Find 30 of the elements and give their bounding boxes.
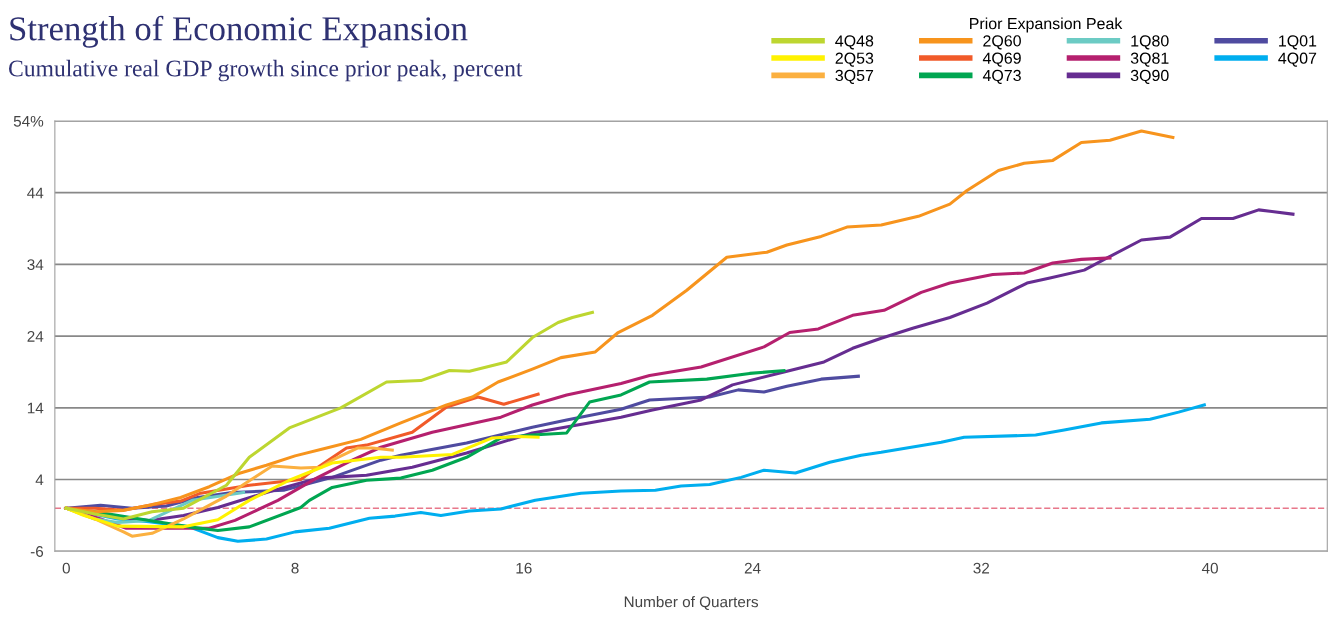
y-tick-label: -6 — [30, 546, 44, 557]
y-tick-label: 54% — [13, 115, 44, 127]
y-tick-label: 4 — [35, 474, 44, 486]
legend-label: 4Q48 — [835, 35, 874, 50]
legend-label: 4Q07 — [1278, 52, 1317, 67]
chart-subtitle: Cumulative real GDP growth since prior peak, percent — [9, 59, 523, 82]
y-tick-label: 24 — [27, 330, 44, 342]
legend-title: Prior Expansion Peak — [970, 17, 1123, 33]
x-tick-label: 32 — [973, 562, 990, 574]
legend-label: 3Q90 — [1130, 69, 1169, 84]
x-tick-label: 24 — [744, 562, 761, 574]
x-tick-label: 40 — [1201, 562, 1218, 574]
legend-label: 4Q73 — [982, 69, 1021, 84]
line-series — [64, 310, 594, 521]
line-series — [64, 434, 540, 529]
legend-label: 3Q81 — [1130, 52, 1169, 67]
x-axis-title: Number of Quarters — [624, 596, 759, 610]
y-tick-label: 14 — [27, 402, 44, 414]
x-tick-label: 16 — [516, 562, 532, 574]
x-tick-label: 0 — [62, 562, 70, 574]
legend-label: 3Q57 — [835, 69, 874, 84]
legend-label: 2Q60 — [983, 35, 1021, 50]
legend-label: 2Q53 — [835, 52, 874, 67]
legend-label: 1Q01 — [1279, 35, 1317, 50]
legend-label: 1Q80 — [1131, 35, 1169, 50]
chart-title: Strength of Economic Expansion — [10, 15, 468, 48]
y-tick-label: 34 — [27, 259, 44, 271]
legend-label: 4Q69 — [982, 52, 1021, 67]
y-tick-label: 44 — [27, 187, 44, 199]
x-tick-label: 8 — [291, 562, 299, 574]
